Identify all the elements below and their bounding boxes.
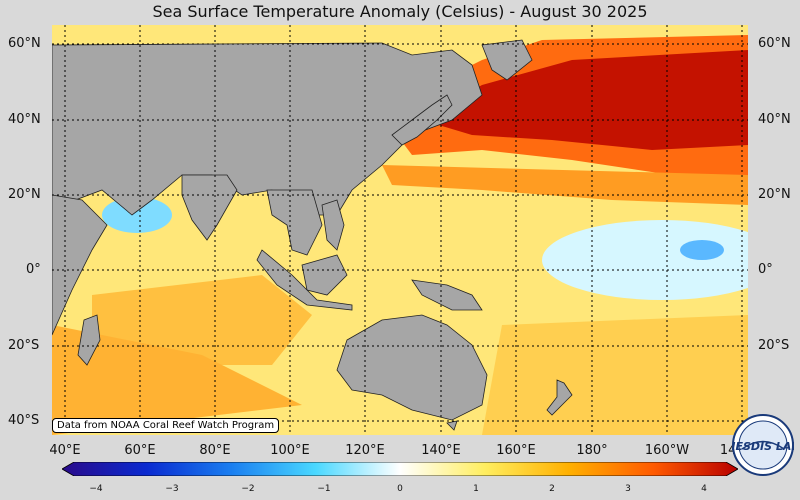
lat-label-left: 0°: [26, 262, 41, 277]
lon-label: 160°E: [496, 443, 536, 458]
colorbar-tick-label: −2: [241, 484, 255, 494]
sst-anomaly-map: [52, 25, 748, 435]
lat-label-right: 0°: [758, 262, 773, 277]
indochina-peninsula: [266, 189, 323, 256]
lon-label: 60°E: [124, 443, 156, 458]
new-zealand: [546, 379, 573, 416]
australia: [336, 314, 488, 421]
colorbar-tick-label: −1: [317, 484, 331, 494]
lat-label-left: 40°S: [8, 413, 40, 428]
lat-label-right: 20°N: [758, 187, 791, 202]
colorbar: [62, 462, 738, 476]
colorbar-tick-label: 1: [473, 484, 479, 494]
colorbar-tick-label: 4: [701, 484, 707, 494]
colorbar-tick-label: 0: [397, 484, 403, 494]
philippines: [321, 199, 345, 251]
south-warm-patch: [52, 325, 302, 435]
lon-label: 120°E: [345, 443, 385, 458]
colorbar-tick-label: 2: [549, 484, 555, 494]
indian-ocean-warm: [92, 275, 312, 365]
lon-label: 160°W: [644, 443, 690, 458]
data-credit: Data from NOAA Coral Reef Watch Program: [52, 418, 280, 433]
lat-label-left: 60°N: [8, 36, 41, 51]
lon-label: 80°E: [199, 443, 231, 458]
arabian-sea-cool: [102, 197, 172, 233]
madagascar: [77, 314, 101, 366]
lat-label-right: 40°N: [758, 112, 791, 127]
india-peninsula: [181, 174, 238, 241]
lat-label-right: 20°S: [758, 338, 790, 353]
colorbar-tick-label: −3: [165, 484, 179, 494]
pacific-warm-band: [382, 165, 748, 205]
africa-horn: [52, 194, 108, 336]
colorbar-tick-label: 3: [625, 484, 631, 494]
colorbar-gradient: [62, 462, 738, 476]
nesdis-logo: NESDIS LAB: [726, 414, 800, 476]
equatorial-pacific-cool: [542, 220, 748, 300]
lat-label-right: 60°N: [758, 36, 791, 51]
south-pacific-warm: [482, 315, 748, 435]
graticule: [52, 25, 748, 435]
new-guinea: [411, 279, 483, 311]
lat-label-left: 20°N: [8, 187, 41, 202]
colorbar-tick-label: −4: [89, 484, 103, 494]
map-title: Sea Surface Temperature Anomaly (Celsius…: [152, 2, 648, 21]
lon-label: 140°E: [421, 443, 461, 458]
lon-label: 40°E: [49, 443, 81, 458]
central-pacific-cool-patch: [680, 240, 724, 260]
lat-label-left: 40°N: [8, 112, 41, 127]
kamchatka-region: [481, 39, 533, 81]
lon-label: 100°E: [270, 443, 310, 458]
lat-label-left: 20°S: [8, 338, 40, 353]
sumatra-java: [256, 249, 353, 311]
lon-label: 180°: [576, 443, 608, 458]
tasmania: [446, 420, 458, 431]
svg-text:NESDIS LAB: NESDIS LAB: [732, 440, 794, 453]
borneo: [301, 254, 348, 296]
